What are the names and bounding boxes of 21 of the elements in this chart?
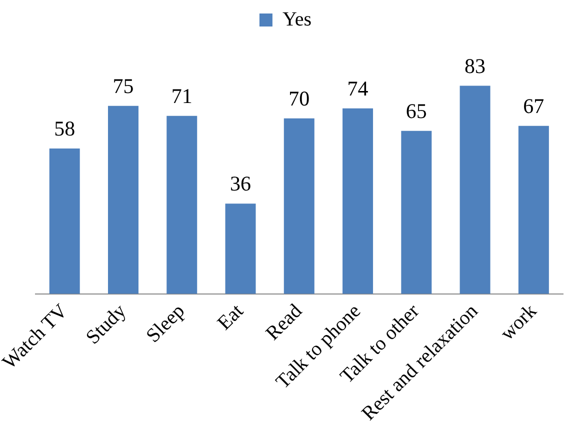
- data-label: 75: [112, 74, 134, 98]
- legend-label: Yes: [282, 8, 312, 30]
- data-label: 65: [406, 98, 427, 123]
- data-label: 83: [464, 54, 486, 78]
- bar: [518, 126, 549, 294]
- data-label: 71: [171, 84, 192, 108]
- data-label: 58: [54, 116, 76, 140]
- bar: [460, 86, 490, 294]
- bar: [401, 130, 432, 294]
- data-label: 67: [523, 94, 544, 118]
- data-label: 74: [347, 76, 369, 100]
- bar: [284, 118, 314, 294]
- bar: [49, 148, 80, 294]
- x-tick-label: work: [496, 300, 541, 345]
- bar: [108, 106, 138, 294]
- bar: [166, 116, 198, 294]
- x-tick-label: Eat: [213, 300, 248, 334]
- data-label: 36: [230, 172, 252, 196]
- bar: [342, 108, 374, 294]
- bar: [225, 204, 256, 294]
- data-label: 70: [288, 86, 310, 110]
